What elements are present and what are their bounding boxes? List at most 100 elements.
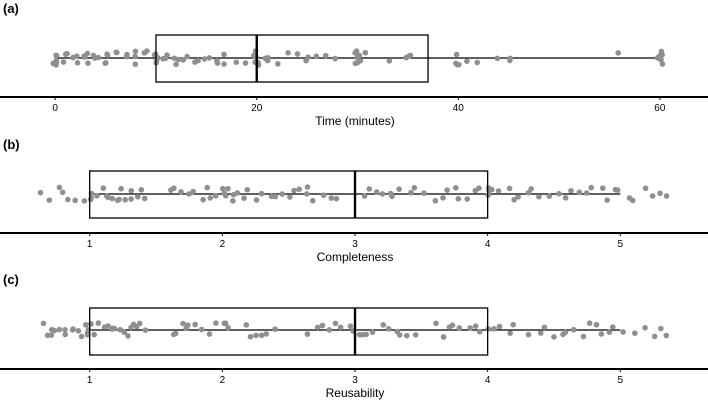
data-point [333, 195, 340, 202]
panel-label-b: (b) [3, 137, 20, 152]
data-point [206, 331, 213, 337]
data-point [546, 193, 553, 199]
data-point [403, 332, 410, 339]
data-point [352, 50, 358, 56]
data-point [109, 195, 116, 202]
data-point [102, 60, 109, 66]
data-point [570, 326, 577, 333]
data-point [75, 328, 82, 334]
x-axis-label: Time (minutes) [315, 114, 395, 128]
data-point [658, 325, 664, 332]
data-point [222, 320, 229, 327]
x-tick-label: 2 [220, 239, 226, 250]
data-point [369, 329, 376, 336]
data-point [495, 188, 502, 194]
x-tick-label: 3 [352, 239, 358, 250]
data-point [511, 197, 517, 203]
panel-label-a: (a) [3, 1, 19, 16]
data-point [507, 330, 513, 336]
data-point [649, 193, 656, 199]
data-point [142, 327, 149, 333]
data-point [85, 60, 91, 66]
data-point [588, 184, 595, 191]
data-point [494, 55, 501, 62]
data-point [449, 322, 456, 329]
data-point [433, 320, 439, 327]
data-point [241, 195, 247, 201]
data-point [389, 193, 395, 200]
data-point [380, 322, 387, 328]
data-point [141, 195, 148, 202]
data-point [243, 322, 250, 328]
data-point [403, 54, 410, 61]
data-point [85, 326, 92, 333]
data-point [118, 185, 124, 192]
data-point [606, 329, 613, 335]
data-point [491, 325, 497, 332]
data-point [221, 51, 227, 58]
data-point [453, 185, 459, 191]
data-point [74, 60, 81, 66]
data-point [65, 196, 71, 203]
data-point [407, 52, 414, 59]
data-point [46, 197, 53, 203]
data-point [432, 197, 439, 204]
x-tick-label: 5 [618, 239, 624, 250]
data-point [593, 321, 600, 328]
data-point [144, 48, 150, 54]
data-point [476, 185, 482, 191]
data-point [528, 186, 534, 192]
data-point [94, 192, 100, 199]
data-point [659, 61, 666, 67]
data-point [537, 330, 544, 336]
data-point [244, 186, 251, 193]
data-point [95, 54, 102, 61]
data-point [328, 195, 335, 201]
data-point [272, 193, 279, 200]
data-point [614, 187, 621, 193]
x-tick-label: 5 [618, 375, 624, 386]
x-tick-label: 4 [485, 239, 491, 250]
data-point [234, 190, 241, 196]
x-tick-label: 4 [485, 375, 491, 386]
data-point [51, 327, 58, 334]
data-point [464, 196, 471, 202]
data-point [373, 189, 380, 195]
data-point [128, 196, 134, 202]
data-point [62, 51, 69, 58]
data-point [506, 185, 513, 192]
data-point [525, 331, 532, 338]
data-point [366, 186, 373, 192]
x-tick-label: 2 [220, 375, 226, 386]
data-point [225, 324, 231, 331]
data-point [253, 332, 259, 339]
data-point [83, 321, 89, 328]
data-point [272, 326, 278, 332]
data-point [225, 185, 231, 192]
data-point [88, 321, 94, 327]
data-point [104, 52, 111, 59]
data-point [379, 191, 386, 197]
data-point [303, 57, 309, 64]
data-point [453, 51, 460, 58]
data-point [138, 186, 145, 193]
data-point [412, 332, 419, 338]
data-point [84, 50, 91, 57]
x-axis-label: Reusability [326, 386, 385, 400]
data-point [386, 58, 393, 64]
data-point [186, 191, 192, 197]
data-point [642, 325, 648, 331]
data-point [200, 196, 206, 203]
data-point [128, 187, 135, 194]
data-point [551, 334, 557, 340]
data-point [347, 323, 354, 329]
data-point [219, 185, 226, 192]
data-point [651, 333, 658, 340]
data-point [184, 53, 190, 60]
data-point [171, 185, 177, 191]
data-point [122, 196, 128, 203]
data-point [192, 321, 198, 328]
data-point [95, 320, 102, 326]
data-point [125, 333, 131, 339]
data-point [396, 332, 403, 338]
